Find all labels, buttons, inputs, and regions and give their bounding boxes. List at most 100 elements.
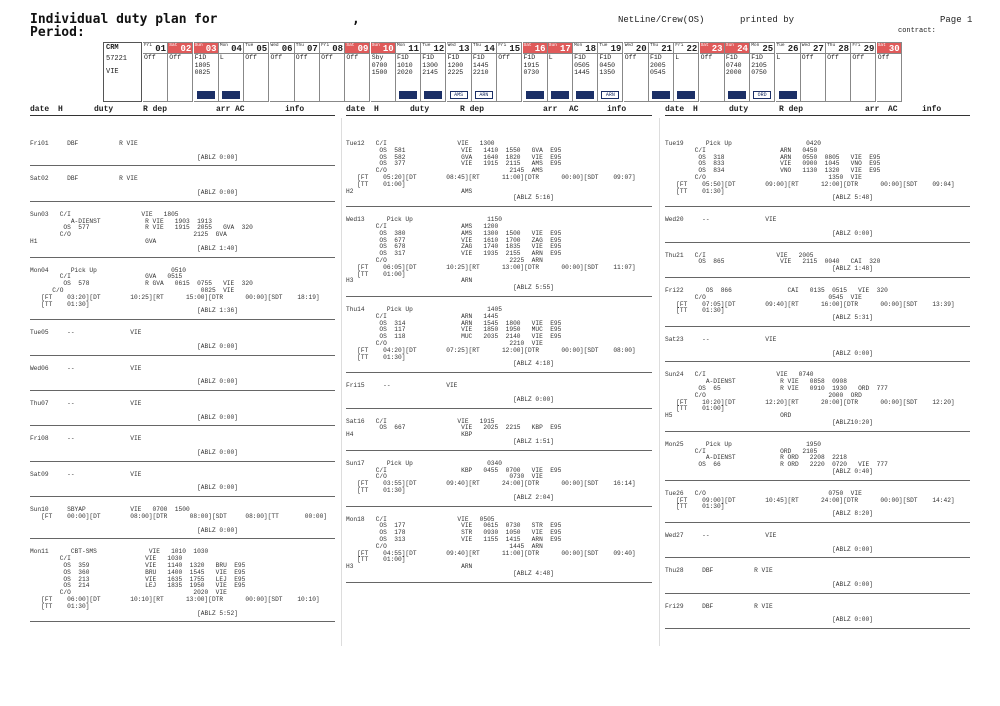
column-header-ac: AC — [235, 105, 245, 114]
duty-line: OS 377 VIE 1915 2115 AMS E95 — [346, 160, 562, 168]
duty-line: [ABLZ 8:20] — [665, 510, 873, 518]
calendar-weekday: Wed — [801, 43, 810, 48]
calendar-day: Wed 20 Off — [623, 42, 649, 102]
calendar-day-duty: Off — [498, 54, 510, 61]
duty-line: Thu14 Pick Up 1405 — [346, 306, 502, 313]
column-header-rdep: R dep — [143, 105, 168, 114]
duty-line: C/O 0825 VIE — [30, 286, 235, 294]
calendar-day: Sat 09 Off — [345, 42, 371, 102]
calendar-day: Sat 16 F1D 1915 0730 — [522, 42, 548, 102]
duty-line: Wed27 -- VIE — [665, 532, 777, 539]
duty-line: OS 313 VIE 1155 1415 ARN E95 — [346, 535, 562, 543]
calendar-weekday: Mon — [751, 43, 760, 48]
duty-line: Fri22 OS 866 CAI 0135 0515 VIE 320 — [665, 287, 888, 294]
calendar-day: Fri 15 Off — [497, 42, 523, 102]
duty-line: Thu28 DBF R VIE — [665, 567, 773, 575]
duty-line: C/I GVA 0515 — [30, 273, 183, 281]
duty-line: [ABLZ 2:04] — [346, 493, 554, 501]
entry-separator — [665, 592, 970, 594]
column-header-duty: duty — [410, 105, 430, 114]
calendar-weekday: Sat — [346, 43, 355, 48]
crm-label: CRM — [106, 44, 119, 52]
calendar-day-number: 15 — [509, 44, 521, 54]
duty-line: [FT 06:00][DT 10:10][RT 13:00][DTR 00:00… — [30, 595, 320, 603]
calendar-day: Thu 14 F1D 1445 2210 ARN — [471, 42, 497, 102]
duty-entry: Wed27 -- VIE [ABLZ 0:00] — [665, 532, 970, 553]
calendar-day-duty: Off — [801, 54, 814, 61]
duty-line: [TT 01:30] — [346, 486, 406, 494]
duty-entry: Tue05 -- VIE [ABLZ 0:00] — [30, 329, 335, 350]
duty-line: Thu07 -- VIE — [30, 400, 142, 407]
entry-separator — [30, 319, 335, 321]
duty-entry: Fri08 -- VIE [ABLZ 0:00] — [30, 436, 335, 456]
duty-entry: Tue19 Pick Up 0420 C/I ARN 0450 OS 318 A… — [665, 140, 970, 202]
entry-separator — [665, 326, 970, 327]
duty-line: [ABLZ 5:31] — [665, 314, 873, 322]
duty-line: [ABLZ 0:00] — [30, 188, 238, 196]
duty-line: Sun10 SBYAP VIE 0700 1500 — [30, 506, 190, 514]
entry-separator — [30, 390, 335, 391]
calendar-weekday: Wed — [447, 43, 456, 48]
calendar-day-marker: ORD — [753, 91, 772, 99]
duty-line: [FT 03:20][DT 10:25][RT 15:00][DTR 00:00… — [30, 293, 320, 301]
calendar-day: Wed 06 Off — [269, 42, 295, 102]
calendar-day: Fri 29 Off — [851, 42, 877, 102]
calendar-day-number: 05 — [256, 44, 268, 54]
duty-line: OS 578 R GVA 0615 0755 VIE 320 — [30, 280, 253, 288]
column-header-rdep: R dep — [460, 105, 485, 114]
duty-line: [ABLZ 4:18] — [346, 360, 554, 368]
calendar-day-marker — [576, 91, 595, 99]
duty-line: OS 118 MUC 2035 2140 VIE E95 — [346, 333, 562, 341]
calendar-day: Wed 13 F1D 1200 2225 AMS — [446, 42, 472, 102]
duty-line: Mon18 C/I VIE 0505 — [346, 515, 495, 523]
calendar-day: Fri 22 L — [674, 42, 700, 102]
calendar-day-header: Sun 17 — [547, 43, 572, 54]
entry-separator — [665, 522, 970, 523]
entry-separator — [346, 296, 652, 297]
column-header-info: info — [922, 105, 942, 114]
calendar-day-number: 13 — [458, 44, 470, 54]
calendar-weekday: Sun — [548, 43, 557, 48]
column-header-date: date — [665, 105, 685, 114]
calendar-weekday: Tue — [776, 43, 785, 48]
duty-line: [ABLZ 0:00] — [30, 378, 238, 386]
duty-entry: Thu14 Pick Up 1405 C/I ARN 1445 OS 314 A… — [346, 306, 652, 368]
column-header-duty: duty — [729, 105, 749, 114]
calendar-day-header: Fri 08 — [320, 43, 345, 54]
calendar-day-header: Sat 23 — [699, 43, 724, 54]
duty-line: Sun24 C/I VIE 0740 — [665, 371, 814, 379]
duty-line: Mon04 Pick Up 0510 — [30, 266, 186, 274]
calendar-day-header: Sat 02 — [168, 43, 193, 54]
duty-line: [ABLZ 0:00] — [30, 413, 238, 421]
duty-line: C/I ARN 1445 — [346, 312, 499, 320]
calendar-day-number: 08 — [332, 44, 344, 54]
duty-line: Mon25 Pick Up 1950 — [665, 440, 821, 448]
duty-line: Wed20 -- VIE — [665, 216, 777, 224]
duty-entry: Wed13 Pick Up 1150 C/I AMS 1200 OS 380 A… — [346, 216, 652, 292]
duty-line: [ABLZ 1:36] — [30, 307, 238, 315]
calendar-day-duty: Off — [852, 54, 865, 61]
calendar-day-header: Tue 26 — [775, 43, 800, 54]
calendar-day-header: Fri 22 — [674, 43, 699, 54]
duty-line: H3 ARN — [346, 277, 473, 285]
entry-separator — [665, 241, 970, 243]
duty-line: H2 AMS — [346, 187, 473, 195]
calendar-day-number: 12 — [433, 44, 445, 54]
calendar-day-duty: Off — [270, 54, 283, 61]
calendar-day-duty: Off — [624, 54, 637, 61]
duty-line: OS 834 VNO 1130 1320 VIE E95 — [665, 167, 881, 175]
calendar-weekday: Tue — [599, 43, 608, 48]
duty-line: OS 678 ZAG 1740 1835 VIE E95 — [346, 243, 562, 251]
calendar-weekday: Fri — [498, 43, 507, 48]
calendar-day: Tue 19 F1D 0450 1350 ARN — [598, 42, 624, 102]
duty-line: [ABLZ 4:48] — [346, 569, 554, 577]
calendar-day-number: 29 — [863, 44, 875, 54]
duty-line: C/I VIE 1030 — [30, 555, 183, 563]
column-header-arr: arr — [216, 105, 231, 114]
calendar-day-duty: Off — [245, 54, 257, 61]
calendar-day-marker — [677, 91, 696, 99]
duty-line: Wed13 Pick Up 1150 — [346, 216, 502, 224]
duty-line: [FT 07:05][DT 09:40][RT 16:00][DTR 00:00… — [665, 300, 955, 308]
calendar-weekday: Wed — [624, 43, 633, 48]
